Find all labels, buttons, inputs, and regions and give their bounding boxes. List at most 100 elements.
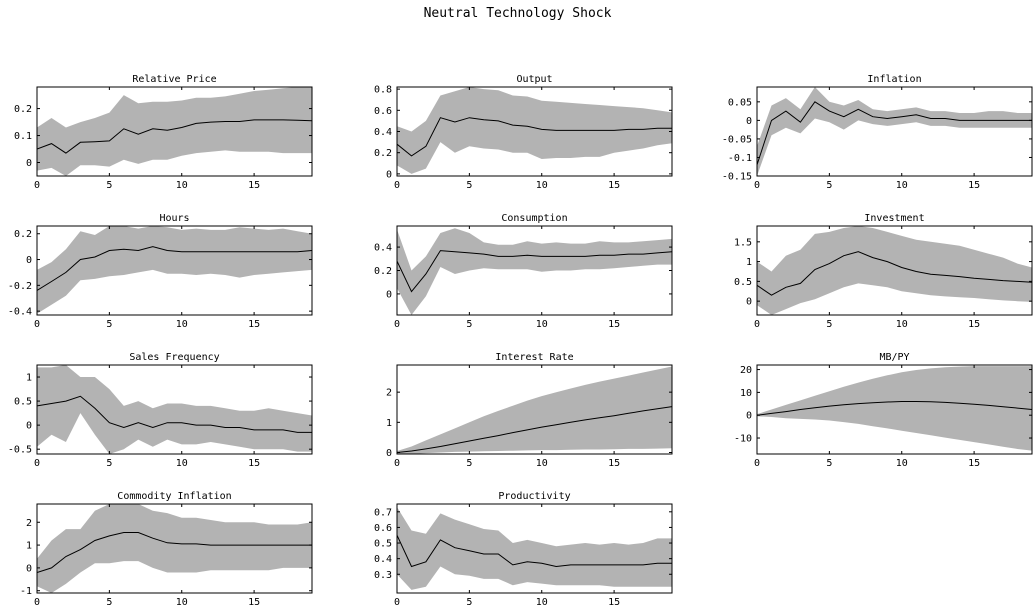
y-tick-label: -0.2 <box>8 281 32 292</box>
confidence-band-consumption <box>397 228 672 315</box>
y-tick-label: 0 <box>746 411 752 422</box>
x-tick-label: 10 <box>896 180 908 191</box>
response-line-inflation <box>757 101 1032 166</box>
axes-box-hours <box>36 225 313 316</box>
y-tick-label: 2 <box>26 518 32 529</box>
x-tick-label: 15 <box>608 597 620 608</box>
panel-title: Hours <box>159 213 189 224</box>
confidence-band-relative-price <box>37 87 312 176</box>
y-tick-label: 0.3 <box>374 570 392 581</box>
panel-title: Inflation <box>867 74 921 85</box>
x-tick-label: 0 <box>34 458 40 469</box>
panel-title: Relative Price <box>132 74 216 85</box>
y-tick-label: 0.4 <box>374 243 392 254</box>
panel-title: Consumption <box>501 213 567 224</box>
y-tick-label: 1 <box>386 418 392 429</box>
y-tick-label: -0.4 <box>8 307 32 318</box>
y-tick-label: 0.5 <box>734 277 752 288</box>
y-tick-label: -0.1 <box>728 153 752 164</box>
figure-title: Neutral Technology Shock <box>423 6 612 21</box>
panel-title: Output <box>516 74 552 85</box>
y-tick-label: 0.1 <box>14 131 32 142</box>
x-tick-label: 15 <box>968 180 980 191</box>
confidence-band-investment <box>757 226 1032 315</box>
x-tick-label: 5 <box>106 458 112 469</box>
x-tick-label: 0 <box>754 319 760 330</box>
panel-relative-price: 0 5 10 15 0 0.1 0.2 Relative Price <box>14 74 313 191</box>
x-tick-label: 0 <box>394 458 400 469</box>
y-tick-label: -0.15 <box>722 172 752 183</box>
x-tick-label: 10 <box>176 319 188 330</box>
y-tick-label: 0.4 <box>374 127 392 138</box>
panel-hours: 0 5 10 15 -0.4 -0.2 0 0.2 Hours <box>8 213 313 330</box>
x-tick-label: 5 <box>466 319 472 330</box>
response-line-mb-py <box>757 401 1032 416</box>
axes-box-investment <box>756 225 1033 316</box>
y-tick-label: 1 <box>26 541 32 552</box>
y-tick-label: 0 <box>746 116 752 127</box>
y-tick-label: -0.5 <box>8 445 32 456</box>
y-tick-label: 1.5 <box>734 237 752 248</box>
x-tick-label: 15 <box>608 319 620 330</box>
x-tick-label: 10 <box>176 597 188 608</box>
x-tick-label: 10 <box>536 597 548 608</box>
x-tick-label: 5 <box>826 458 832 469</box>
x-tick-label: 15 <box>608 458 620 469</box>
panel-productivity: 0 5 10 15 0.3 0.4 0.5 0.6 0.7 Productivity <box>374 491 673 608</box>
axes-box-productivity <box>396 503 673 594</box>
x-tick-label: 0 <box>754 458 760 469</box>
y-tick-label: 20 <box>740 365 752 376</box>
response-line-output <box>397 117 672 157</box>
y-tick-label: 0 <box>26 563 32 574</box>
x-tick-label: 0 <box>394 597 400 608</box>
y-tick-label: 0 <box>386 448 392 459</box>
y-tick-label: 2 <box>386 388 392 399</box>
panel-output: 0 5 10 15 0 0.2 0.4 0.6 0.8 Output <box>374 74 673 191</box>
y-tick-label: 0.5 <box>374 539 392 550</box>
x-tick-label: 15 <box>248 180 260 191</box>
x-tick-label: 0 <box>394 180 400 191</box>
x-tick-label: 5 <box>106 180 112 191</box>
y-tick-label: 0 <box>26 421 32 432</box>
y-tick-label: 0 <box>746 297 752 308</box>
x-tick-label: 5 <box>466 597 472 608</box>
confidence-band-productivity <box>397 507 672 590</box>
x-tick-label: 0 <box>34 597 40 608</box>
y-tick-label: 0.2 <box>374 148 392 159</box>
x-tick-label: 10 <box>536 180 548 191</box>
axes-box-mb-py <box>756 364 1033 455</box>
panel-title: Sales Frequency <box>129 352 219 363</box>
x-tick-label: 0 <box>34 319 40 330</box>
x-tick-label: 15 <box>968 458 980 469</box>
x-tick-label: 0 <box>34 180 40 191</box>
confidence-band-interest-rate <box>397 366 672 454</box>
x-tick-label: 10 <box>896 458 908 469</box>
x-tick-label: 10 <box>176 458 188 469</box>
panel-interest-rate: 0 5 10 15 0 1 2 Interest Rate <box>386 352 673 469</box>
x-tick-label: 15 <box>608 180 620 191</box>
x-tick-label: 5 <box>106 319 112 330</box>
panel-title: Productivity <box>498 491 570 502</box>
panel-title: Interest Rate <box>495 352 573 363</box>
confidence-band-mb-py <box>757 366 1032 451</box>
x-tick-label: 10 <box>176 180 188 191</box>
y-tick-label: 0.2 <box>14 104 32 115</box>
confidence-band-output <box>397 87 672 174</box>
panel-mb-py: 0 5 10 15 -10 0 10 20 MB/PY <box>734 352 1033 469</box>
confidence-band-sales-frequency <box>37 365 312 454</box>
y-tick-label: 0 <box>26 255 32 266</box>
response-line-relative-price <box>37 119 312 154</box>
x-tick-label: 5 <box>826 319 832 330</box>
response-line-sales-frequency <box>37 395 312 433</box>
y-tick-label: 0.05 <box>728 97 752 108</box>
x-tick-label: 10 <box>536 458 548 469</box>
y-tick-label: 1 <box>746 257 752 268</box>
x-tick-label: 5 <box>106 597 112 608</box>
confidence-band-hours <box>37 226 312 314</box>
y-tick-label: -10 <box>734 434 752 445</box>
y-tick-label: 0.2 <box>374 266 392 277</box>
y-tick-label: 0.6 <box>374 106 392 117</box>
y-tick-label: 0.6 <box>374 523 392 534</box>
response-line-investment <box>757 251 1032 296</box>
